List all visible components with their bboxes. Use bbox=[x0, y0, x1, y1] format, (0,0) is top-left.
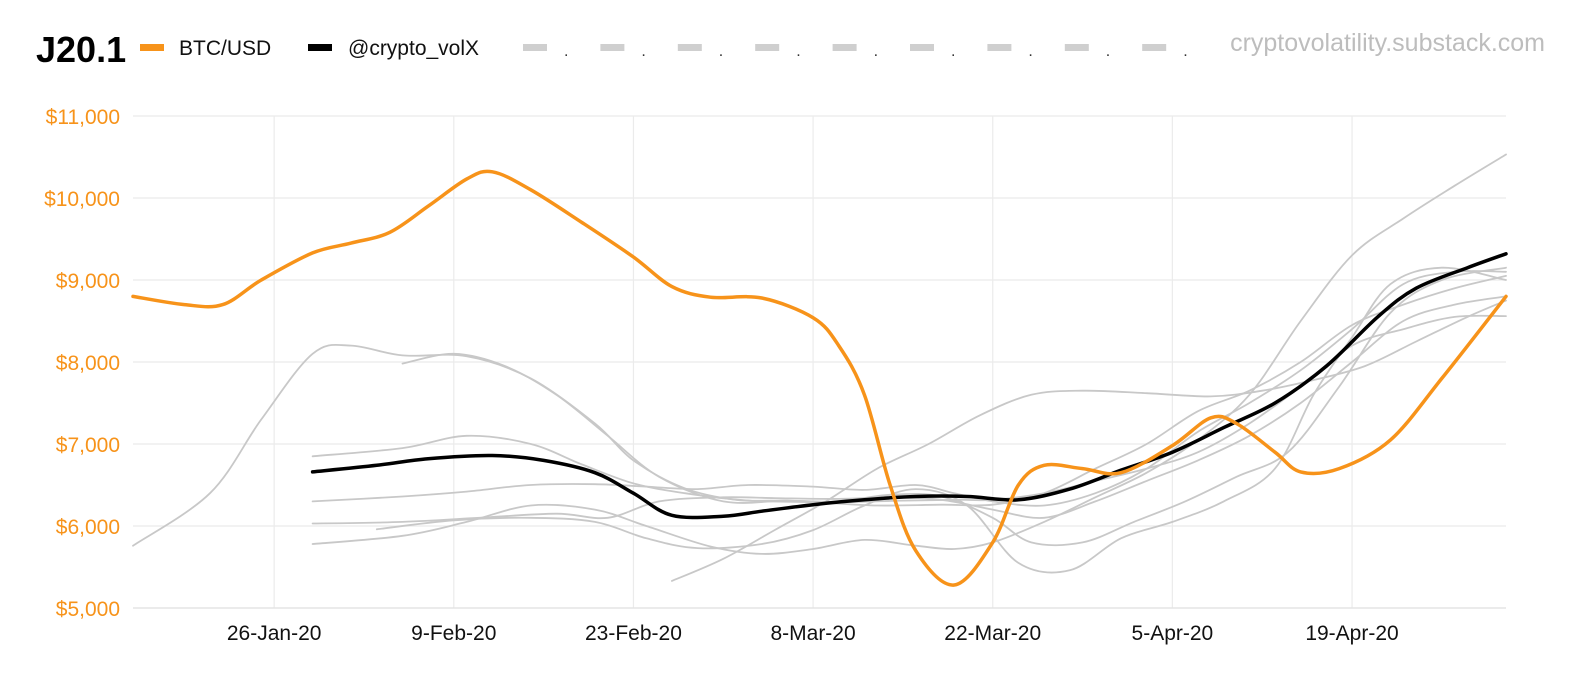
legend-gray-label: . bbox=[719, 43, 723, 60]
series-line-gray-5 bbox=[311, 270, 1507, 507]
series-line-gray-6 bbox=[311, 295, 1507, 525]
chart-title: J20.1 bbox=[36, 29, 126, 70]
y-axis: $5,000 $6,000 $7,000 $8,000 $9,000 $10,000 $11… bbox=[44, 106, 120, 621]
y-tick-label: $11,000 bbox=[46, 106, 120, 129]
x-tick-label: 22-Mar-20 bbox=[944, 622, 1041, 645]
y-tick-label: $10,000 bbox=[44, 188, 120, 211]
x-tick-label: 8-Mar-20 bbox=[770, 622, 855, 645]
legend-gray-label: . bbox=[1028, 43, 1032, 60]
chart-header: J20.1 BTC/USD @crypto_volX......... crypt… bbox=[36, 29, 1545, 70]
legend-gray-label: . bbox=[564, 43, 568, 60]
series-group bbox=[131, 153, 1508, 587]
legend-gray-swatch bbox=[600, 44, 625, 51]
legend-gray-swatch bbox=[523, 44, 547, 51]
legend-gray-label: . bbox=[641, 43, 645, 60]
series-line-gray-7 bbox=[311, 153, 1507, 555]
series-line-gray-9 bbox=[671, 299, 1507, 582]
legend-swatch bbox=[140, 44, 164, 51]
y-tick-label: $7,000 bbox=[56, 434, 120, 457]
x-tick-label: 9-Feb-20 bbox=[411, 622, 496, 645]
legend-gray-swatch bbox=[677, 44, 702, 51]
x-axis: 26-Jan-20 9-Feb-20 23-Feb-20 8-Mar-20 22-Mar… bbox=[227, 622, 1399, 645]
legend-label: BTC/USD bbox=[179, 37, 271, 60]
y-tick-label: $6,000 bbox=[56, 516, 120, 539]
series-line-gray-8 bbox=[375, 266, 1507, 574]
legend-gray-swatch bbox=[832, 44, 857, 51]
y-tick-label: $8,000 bbox=[56, 352, 120, 375]
series-line-btc-usd bbox=[131, 169, 1508, 587]
x-tick-label: 26-Jan-20 bbox=[227, 622, 322, 645]
series-line-crypto-volx bbox=[310, 252, 1508, 520]
legend-gray-label: . bbox=[796, 43, 800, 60]
legend-gray-swatch bbox=[910, 44, 934, 51]
series-line-gray-4 bbox=[311, 275, 1507, 507]
y-tick-label: $5,000 bbox=[56, 598, 120, 621]
legend-gray-label: . bbox=[874, 43, 878, 60]
x-tick-label: 5-Apr-20 bbox=[1132, 622, 1214, 645]
legend-gray-swatch bbox=[755, 44, 780, 51]
legend-gray-swatch bbox=[1064, 44, 1089, 51]
x-tick-label: 23-Feb-20 bbox=[585, 622, 682, 645]
legend-label: @crypto_volX bbox=[348, 37, 479, 60]
legend-gray-swatch bbox=[987, 44, 1012, 51]
legend-gray-label: . bbox=[951, 43, 955, 60]
x-tick-label: 19-Apr-20 bbox=[1305, 622, 1398, 645]
series-line-gray-3 bbox=[401, 314, 1507, 504]
source-label: cryptovolatility.substack.com bbox=[1230, 29, 1545, 57]
legend-gray-label: . bbox=[1183, 43, 1187, 60]
legend-gray-swatch bbox=[1142, 44, 1167, 51]
y-tick-label: $9,000 bbox=[56, 270, 120, 293]
legend: BTC/USD @crypto_volX......... bbox=[140, 37, 1188, 60]
legend-gray-label: . bbox=[1106, 43, 1110, 60]
legend-swatch bbox=[308, 44, 332, 51]
